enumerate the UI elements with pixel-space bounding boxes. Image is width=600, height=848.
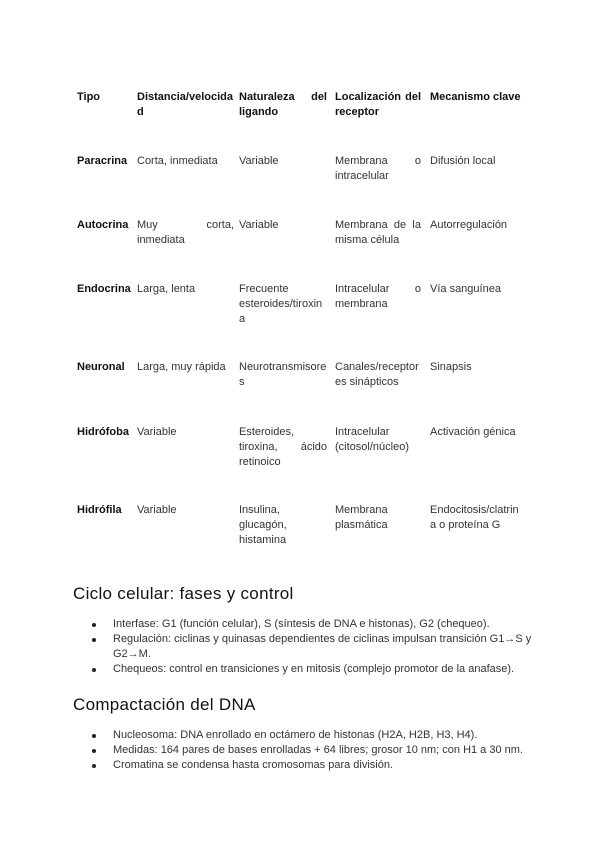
table-cell: Vía sanguínea [430, 283, 501, 295]
header-cell: Localización del receptor [335, 91, 421, 118]
header-cell: Tipo [77, 91, 101, 103]
section-heading: Ciclo celular: fases y control [73, 584, 294, 603]
table-cell: Hidrófila [77, 504, 122, 516]
table-cell: Neuronal [77, 361, 125, 373]
table-cell: Sinapsis [430, 361, 472, 373]
header-cell: Distancia/velocidad [137, 91, 233, 118]
header-cell: Mecanismo clave [430, 91, 521, 103]
table-cell: Membrana de la misma célula [335, 219, 421, 246]
section-heading: Compactación del DNA [73, 695, 256, 714]
table-cell: Intracelular (citosol/núcleo) [335, 426, 409, 453]
table-cell: Membrana plasmática [335, 504, 388, 531]
table-cell: Activación génica [430, 426, 516, 438]
table-cell: Variable [137, 504, 177, 516]
table-cell: Corta, inmediata [137, 155, 218, 167]
table-cell: Autocrina [77, 219, 129, 231]
table-cell: Variable [137, 426, 177, 438]
table-cell: Esteroides, tiroxina, ácido retinoico [239, 426, 327, 468]
table-cell: Muy corta, inmediata [137, 219, 234, 246]
list-item: Cromatina se condensa hasta cromosomas p… [90, 758, 540, 773]
table-cell: Insulina, glucagón, histamina [239, 504, 287, 546]
table-cell: Variable [239, 219, 279, 231]
table-cell: Endocrina [77, 283, 131, 295]
table-cell: Larga, lenta [137, 283, 196, 295]
list-item: Regulación: ciclinas y quinasas dependie… [90, 632, 540, 662]
table-cell: Paracrina [77, 155, 128, 167]
table-cell: Variable [239, 155, 279, 167]
table-cell: Hidrófoba [77, 426, 129, 438]
list-item: Interfase: G1 (función celular), S (sínt… [90, 617, 540, 632]
list-item: Nucleosoma: DNA enrollado en octámero de… [90, 728, 540, 743]
table-cell: Frecuente esteroides/tiroxina [239, 283, 323, 325]
table-cell: Intracelular o membrana [335, 283, 421, 310]
table-cell: Autorregulación [430, 219, 508, 231]
table-cell: Difusión local [430, 155, 496, 167]
list-item: Medidas: 164 pares de bases enrolladas +… [90, 743, 540, 758]
table-cell: Neurotransmisores [239, 361, 327, 388]
table-cell: Larga, muy rápida [137, 361, 226, 373]
bullet-list: Interfase: G1 (función celular), S (sínt… [90, 617, 540, 677]
bullet-list: Nucleosoma: DNA enrollado en octámero de… [90, 728, 540, 773]
table-cell: Membrana o intracelular [335, 155, 421, 182]
list-item: Chequeos: control en transiciones y en m… [90, 662, 540, 677]
header-cell: Naturaleza del ligando [239, 91, 327, 118]
table-cell: Endocitosis/clatrina o proteína G [430, 504, 519, 531]
table-cell: Canales/receptores sinápticos [335, 361, 419, 388]
